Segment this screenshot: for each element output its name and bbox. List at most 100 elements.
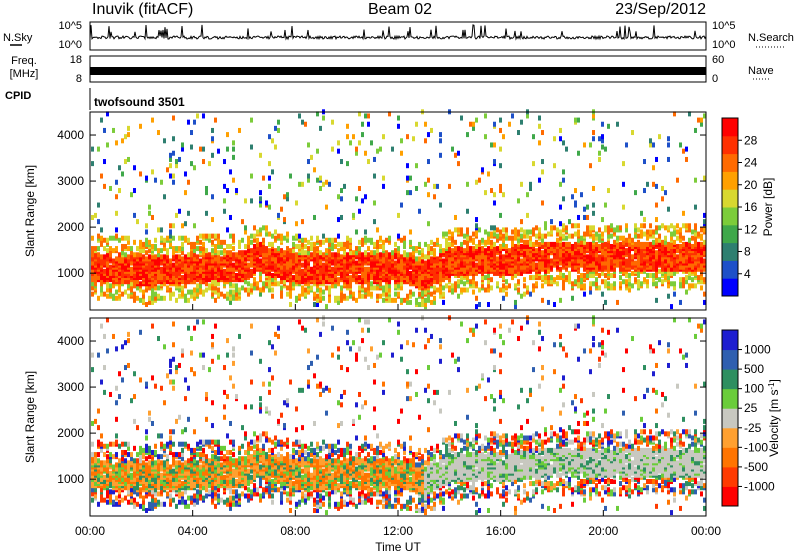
velocity-cell — [181, 497, 184, 503]
power-cell — [142, 297, 145, 303]
power-cell — [622, 204, 625, 210]
power-cell — [436, 183, 439, 189]
power-cell — [364, 293, 367, 299]
power-cell — [469, 235, 472, 241]
power-cell — [331, 241, 334, 247]
power-cell — [376, 285, 379, 291]
power-cell — [346, 262, 349, 268]
power-cell — [400, 275, 403, 281]
power-cell — [583, 291, 586, 297]
power-cell — [424, 254, 427, 260]
velocity-cell — [115, 346, 118, 352]
power-cell — [133, 291, 136, 297]
power-cell — [457, 293, 460, 299]
power-cell — [367, 121, 370, 127]
power-cell — [466, 227, 469, 233]
power-cell — [139, 287, 142, 293]
power-cell — [487, 264, 490, 270]
velocity-cell — [166, 460, 169, 466]
power-cell — [661, 266, 664, 272]
power-cell — [595, 281, 598, 287]
power-cell — [157, 293, 160, 299]
power-cell — [613, 281, 616, 287]
power-cell — [415, 246, 418, 252]
velocity-cell — [124, 485, 127, 491]
power-cell — [217, 256, 220, 262]
power-cell — [109, 277, 112, 283]
power-cell — [127, 293, 130, 299]
power-cell — [460, 266, 463, 272]
power-cell — [97, 252, 100, 258]
power-cell — [118, 256, 121, 262]
power-cell — [451, 283, 454, 289]
power-cell — [121, 264, 124, 270]
velocity-cell — [169, 439, 172, 445]
power-cell — [355, 146, 358, 152]
power-cell — [484, 264, 487, 270]
power-cell — [94, 281, 97, 287]
power-cell — [580, 248, 583, 254]
power-cell — [166, 235, 169, 241]
power-cell — [484, 134, 487, 140]
power-cell — [229, 295, 232, 301]
power-cell — [484, 287, 487, 293]
power-cell — [106, 111, 109, 117]
power-cell — [475, 229, 478, 235]
power-cell — [637, 248, 640, 254]
power-cell — [640, 281, 643, 287]
power-cell — [268, 279, 271, 285]
velocity-cell — [160, 466, 163, 472]
velocity-cell — [109, 452, 112, 458]
power-cell — [142, 254, 145, 260]
power-cell — [289, 293, 292, 299]
power-cell — [160, 179, 163, 185]
power-cell — [103, 237, 106, 243]
power-cell — [346, 279, 349, 285]
power-cell — [457, 279, 460, 285]
power-cell — [598, 233, 601, 239]
power-cell — [541, 130, 544, 136]
velocity-cell — [103, 460, 106, 466]
power-cell — [172, 179, 175, 185]
power-cell — [295, 200, 298, 206]
velocity-cell — [133, 458, 136, 464]
power-cell — [547, 231, 550, 237]
power-cell — [508, 283, 511, 289]
power-cell — [190, 241, 193, 247]
velocity-cell — [172, 321, 175, 327]
power-cell — [349, 283, 352, 289]
power-cell — [574, 250, 577, 256]
power-cell — [697, 275, 700, 281]
power-cell — [478, 239, 481, 245]
power-cell — [496, 246, 499, 252]
power-cell — [130, 192, 133, 198]
velocity-cell — [196, 319, 199, 325]
power-cell — [127, 246, 130, 252]
power-cell — [511, 235, 514, 241]
power-cell — [523, 252, 526, 258]
power-cell — [133, 252, 136, 258]
power-cell — [514, 243, 517, 249]
power-cell — [646, 283, 649, 289]
power-cell — [343, 268, 346, 274]
power-cell — [130, 281, 133, 287]
power-cell — [670, 250, 673, 256]
power-cell — [661, 279, 664, 285]
power-cell — [292, 275, 295, 281]
power-cell — [292, 248, 295, 254]
velocity-cell — [172, 468, 175, 474]
velocity-cell — [172, 342, 175, 348]
power-cell — [475, 117, 478, 123]
power-cell — [508, 260, 511, 266]
power-cell — [511, 246, 514, 252]
power-cell — [493, 225, 496, 231]
power-cell — [277, 233, 280, 239]
power-cell — [604, 299, 607, 305]
velocity-cell — [175, 369, 178, 375]
power-cell — [376, 293, 379, 299]
power-cell — [652, 272, 655, 278]
power-cell — [331, 246, 334, 252]
power-cell — [205, 233, 208, 239]
power-cell — [463, 287, 466, 293]
power-cell — [688, 270, 691, 276]
